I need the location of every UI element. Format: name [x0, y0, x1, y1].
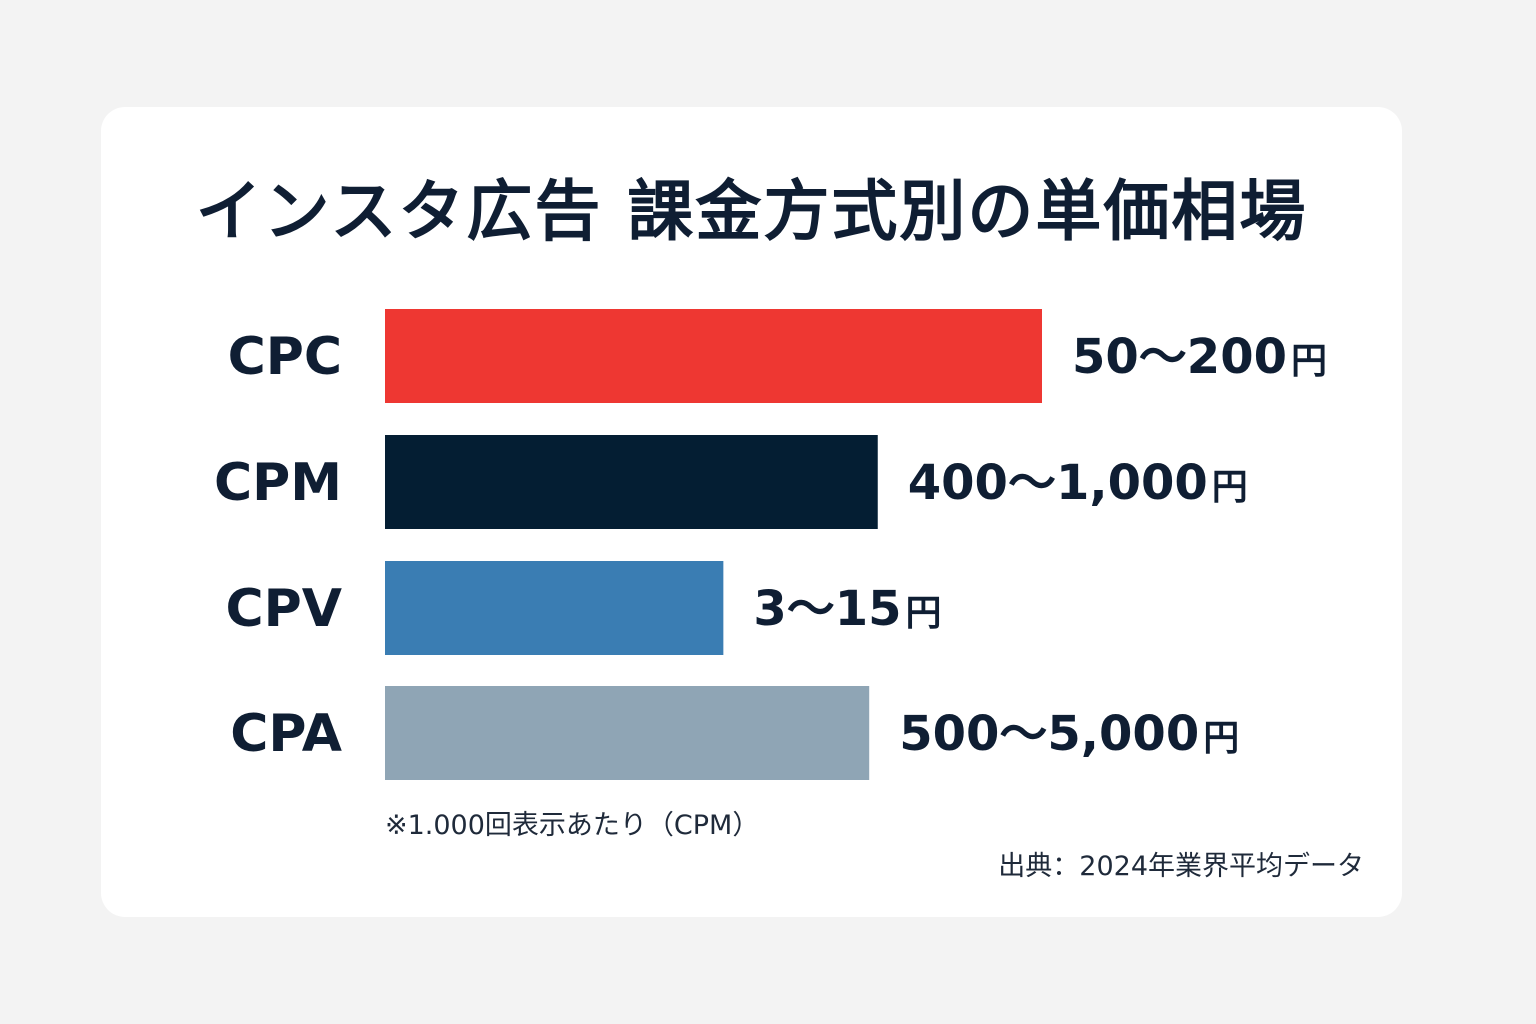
- category-label-cpc: CPC: [228, 327, 342, 387]
- bar-cpv: [385, 561, 724, 655]
- bar-cpa: [385, 686, 870, 780]
- bar-cpc: [385, 309, 1042, 403]
- footnote: ※1.000回表示あたり（CPM）: [385, 810, 760, 841]
- value-label-cpv: 3〜15 円: [753, 581, 941, 637]
- value-label-cpa: 500〜5,000 円: [899, 706, 1239, 762]
- chart-title: インスタ広告 課金方式別の単価相場: [195, 173, 1308, 250]
- chart-card: インスタ広告 課金方式別の単価相場: [101, 107, 1402, 917]
- value-label-cpc: 50〜200 円: [1072, 329, 1327, 385]
- category-label-cpv: CPV: [225, 579, 342, 639]
- category-label-cpm: CPM: [214, 453, 342, 513]
- value-label-cpm: 400〜1,000 円: [908, 455, 1248, 511]
- source-note: 出典：2024年業界平均データ: [998, 851, 1364, 882]
- category-label-cpa: CPA: [230, 704, 342, 764]
- bar-cpm: [385, 435, 878, 529]
